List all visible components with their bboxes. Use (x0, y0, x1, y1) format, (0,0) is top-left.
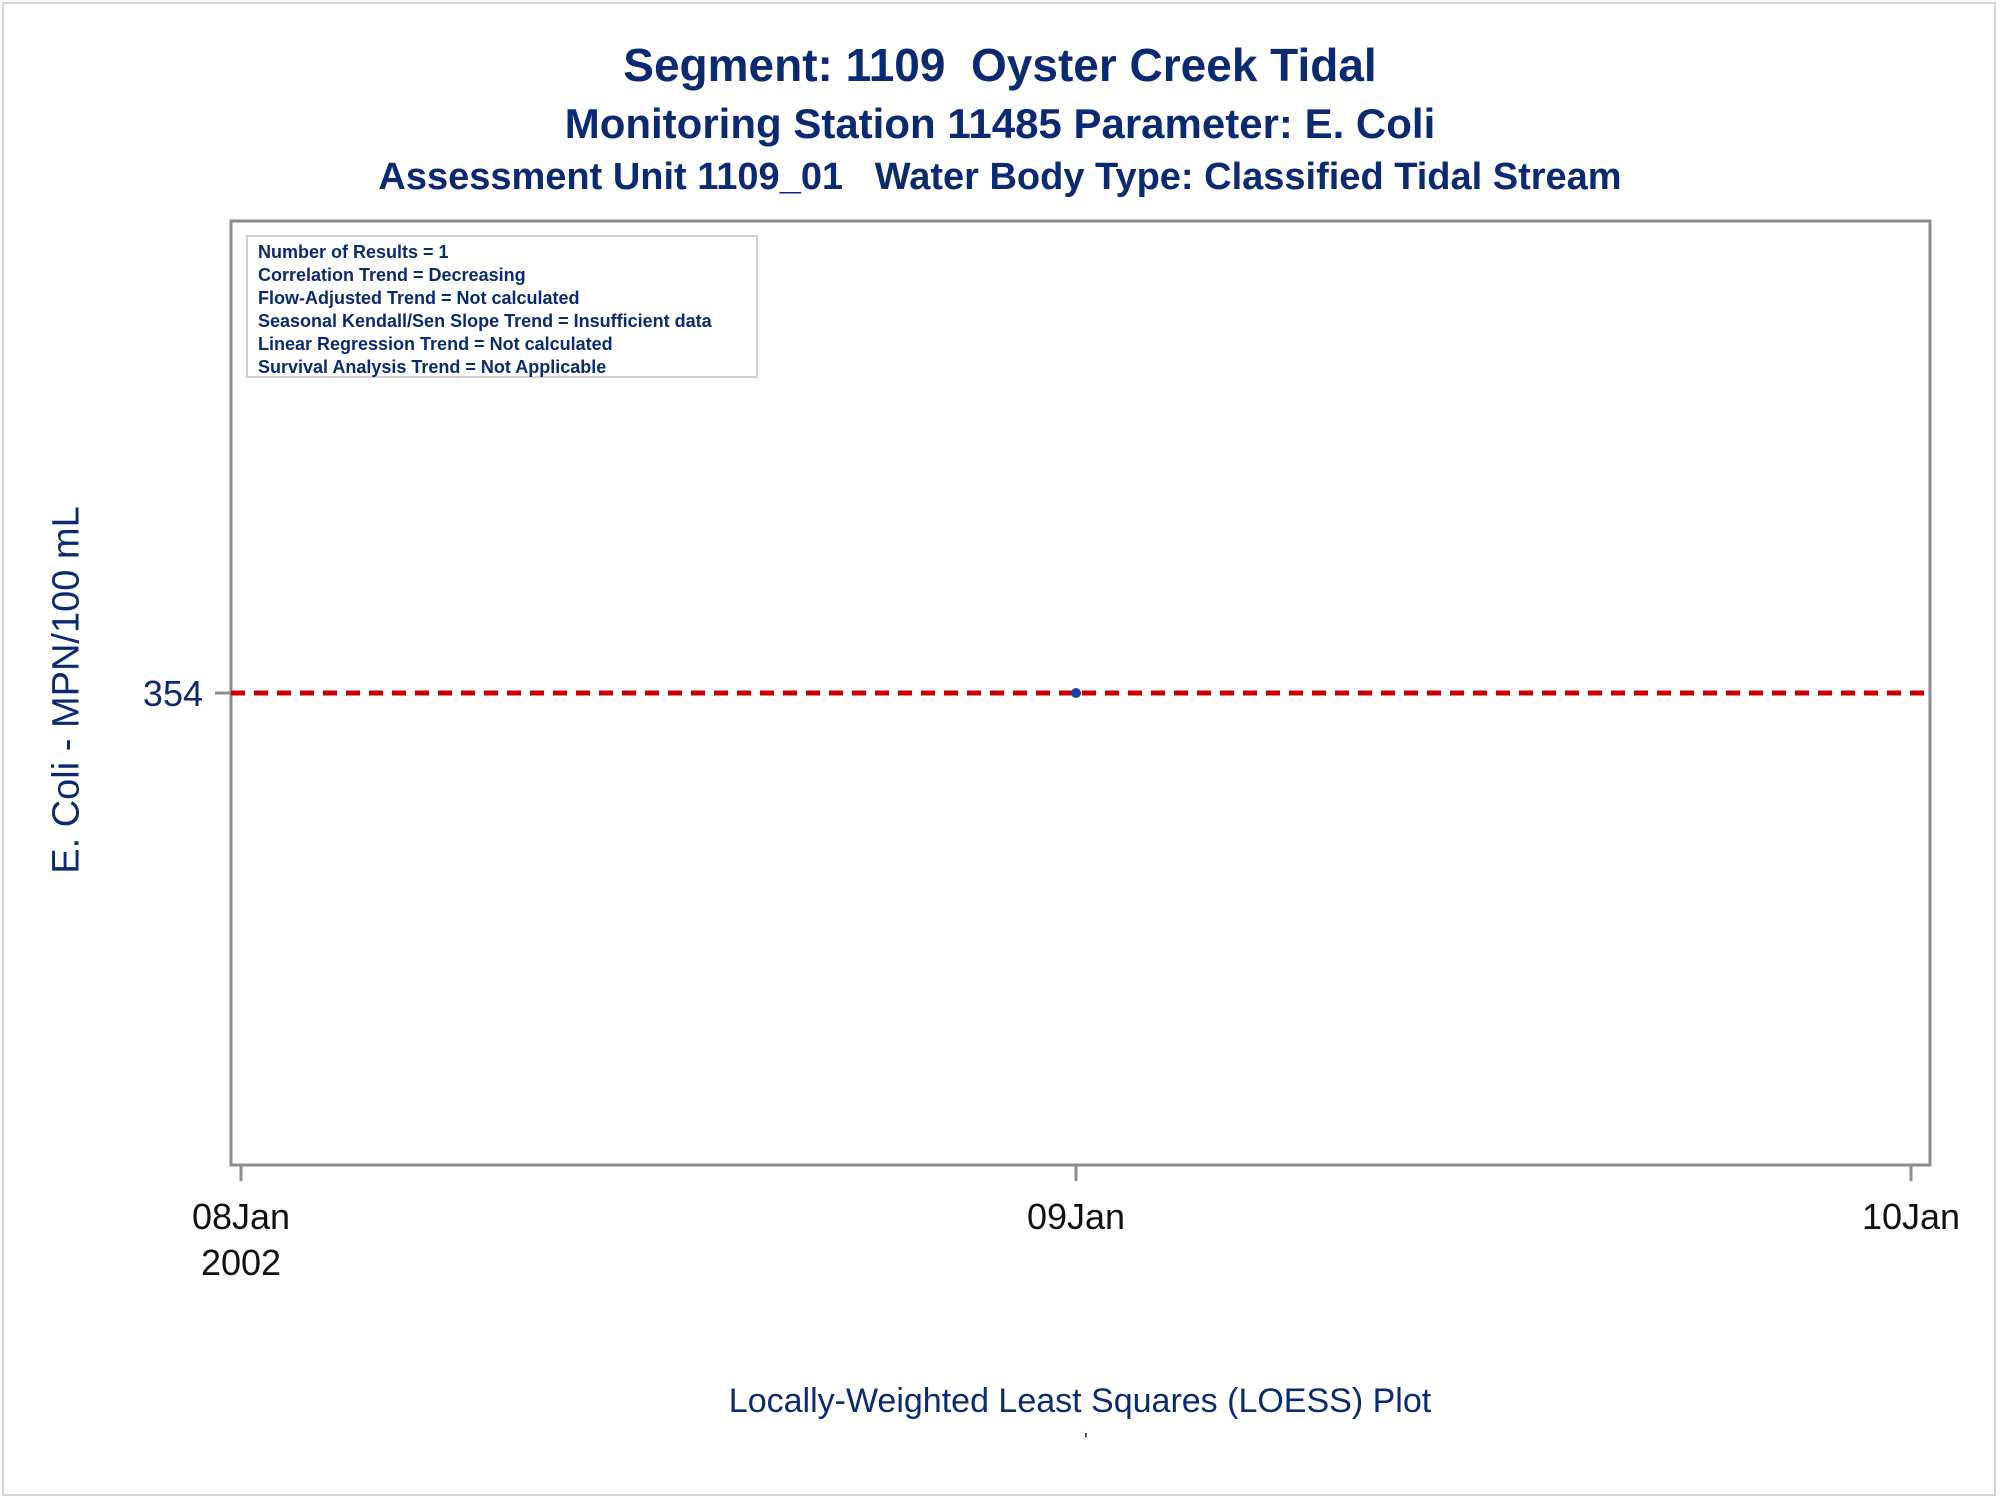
info-correlation-trend: Correlation Trend = Decreasing (258, 265, 526, 285)
trend-info-box: Number of Results = 1 Correlation Trend … (246, 235, 758, 378)
footnote-mark: ' (1084, 1430, 1088, 1452)
y-axis-label: E. Coli - MPN/100 mL (45, 506, 88, 874)
info-survival-analysis-trend: Survival Analysis Trend = Not Applicable (258, 357, 607, 377)
chart-title: Segment: 1109 Oyster Creek Tidal (623, 39, 1377, 91)
x-tick-label: 08Jan (192, 1196, 290, 1237)
info-seasonal-kendall-trend: Seasonal Kendall/Sen Slope Trend = Insuf… (258, 311, 712, 331)
chart-subtitle-station: Monitoring Station 11485 Parameter: E. C… (564, 100, 1436, 147)
x-tick-label: 09Jan (1027, 1196, 1125, 1237)
info-number-of-results: Number of Results = 1 (258, 242, 449, 262)
x-tick-label: 10Jan (1862, 1196, 1960, 1237)
x-tick-year-label: 2002 (201, 1242, 281, 1283)
plot-footnote: Locally-Weighted Least Squares (LOESS) P… (728, 1382, 1432, 1420)
y-tick-label: 354 (143, 673, 203, 714)
chart-subtitle-assessment: Assessment Unit 1109_01 Water Body Type:… (378, 156, 1622, 198)
info-linear-regression-trend: Linear Regression Trend = Not calculated (258, 334, 613, 354)
info-flow-adjusted-trend: Flow-Adjusted Trend = Not calculated (258, 288, 580, 308)
data-point (1071, 688, 1081, 698)
